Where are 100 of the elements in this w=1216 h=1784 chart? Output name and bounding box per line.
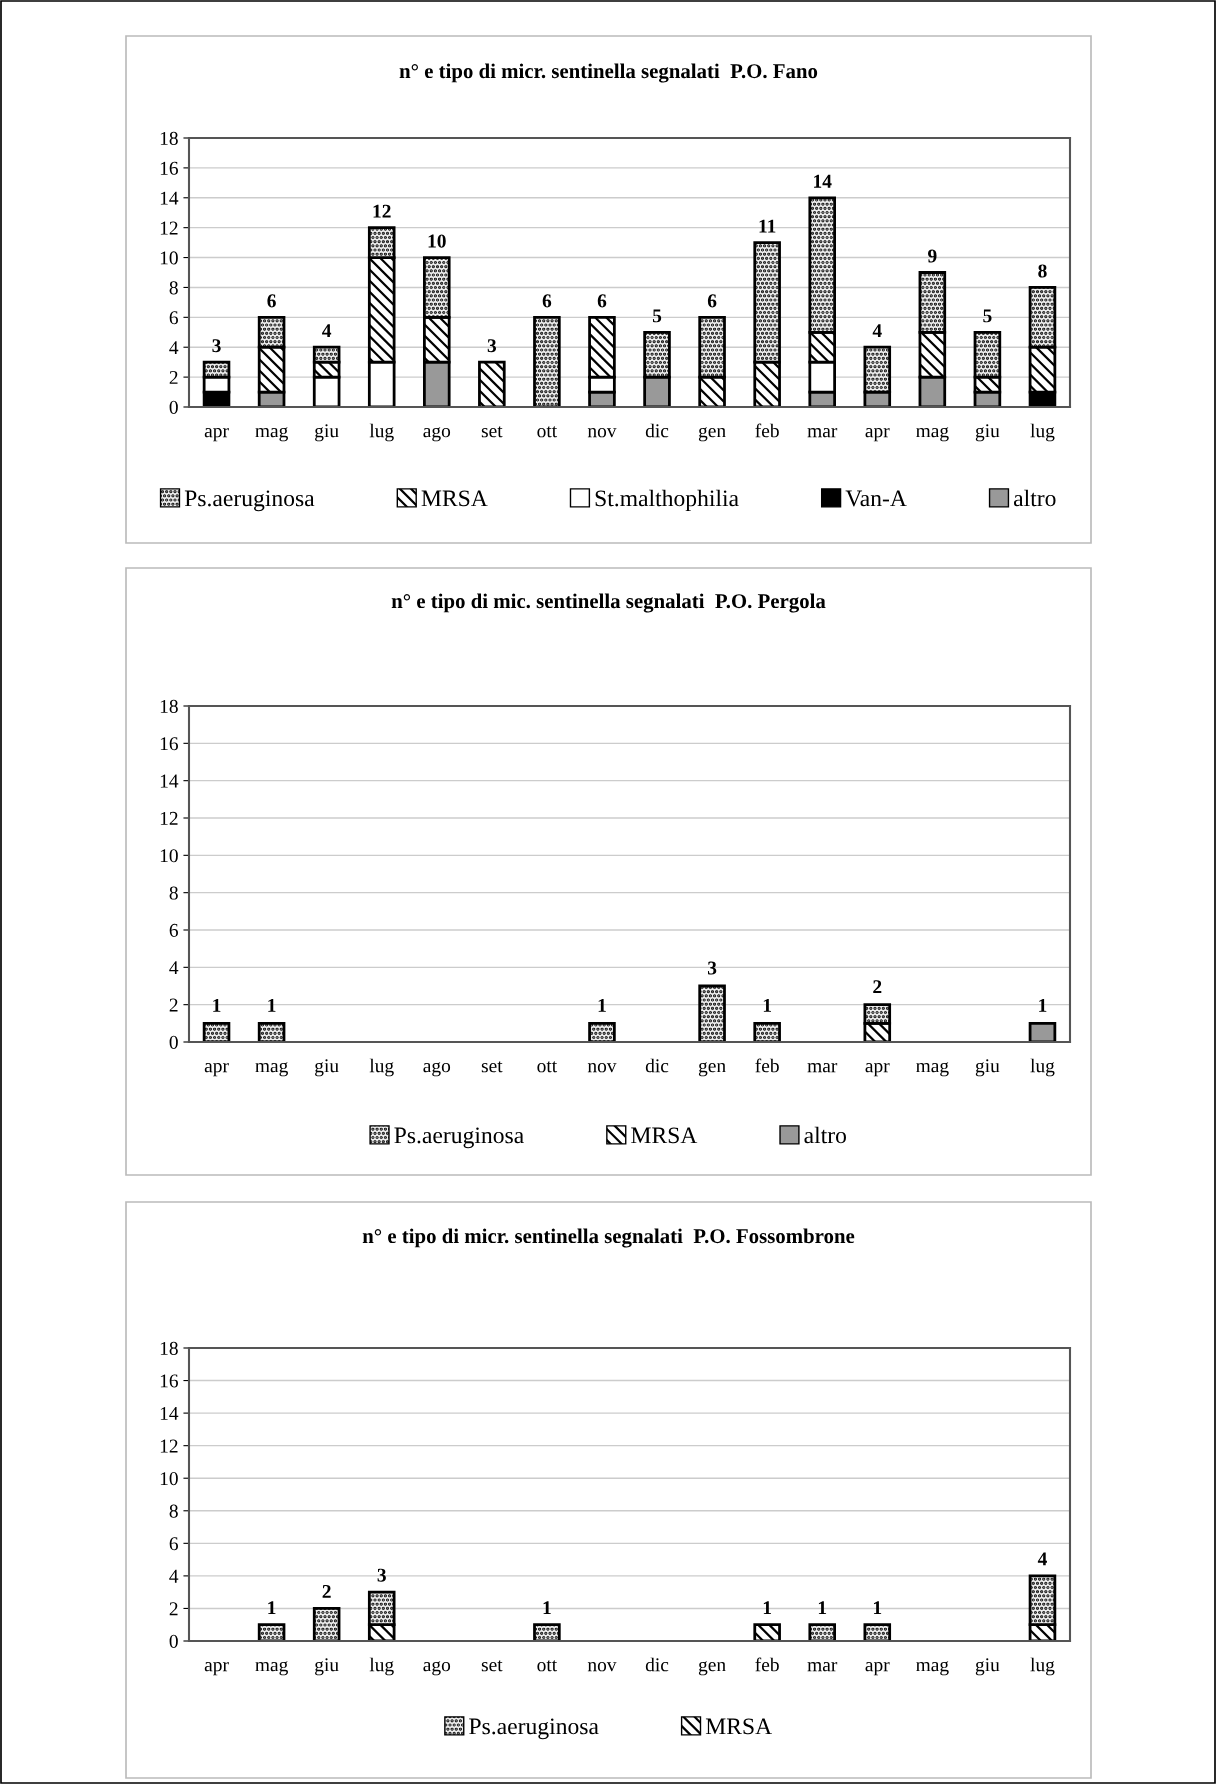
x-tick-label: ago (423, 427, 451, 442)
chart-title: n° e tipo di micr. sentinella segnalati P.O. Fossombrone (362, 1228, 855, 1248)
total-label: 6 (597, 294, 607, 308)
x-tick-label: gen (698, 1661, 726, 1676)
y-tick-label: 2 (169, 370, 178, 384)
total-label: 1 (543, 1601, 551, 1615)
y-tick-label: 4 (169, 341, 179, 354)
y-tick-label: 4 (169, 1569, 179, 1583)
x-tick-label: apr (865, 428, 890, 442)
total-label: 5 (983, 309, 992, 323)
x-tick-label: giu (975, 1658, 1000, 1676)
legend-label: MRSA (421, 490, 488, 507)
y-tick-label: 18 (160, 131, 178, 145)
total-label: 2 (873, 980, 882, 994)
y-tick-label: 14 (160, 191, 179, 205)
y-tick-label: 12 (160, 1439, 178, 1453)
x-tick-label: apr (204, 428, 229, 442)
x-tick-label: nov (587, 1063, 617, 1073)
y-tick-label: 10 (160, 1472, 178, 1486)
legend-label: altro (804, 1126, 846, 1144)
x-tick-label: apr (865, 1662, 890, 1676)
y-tick-label: 2 (169, 1602, 178, 1616)
total-label: 1 (268, 998, 276, 1012)
y-tick-label: 18 (160, 1341, 178, 1355)
y-tick-label: 0 (169, 400, 178, 414)
y-tick-label: 6 (169, 311, 178, 325)
x-tick-label: giu (975, 424, 1000, 442)
x-tick-label: feb (755, 1058, 779, 1073)
y-tick-label: 6 (169, 1537, 178, 1551)
legend-label: St.malthophilia (595, 489, 739, 512)
y-tick-label: 10 (160, 849, 178, 863)
x-tick-label: giu (315, 424, 339, 442)
total-label: 6 (542, 294, 552, 308)
total-label: 3 (212, 339, 221, 353)
y-tick-label: 4 (169, 961, 179, 975)
total-label: 4 (872, 324, 882, 338)
total-label: 1 (763, 1601, 772, 1615)
total-label: 8 (1038, 264, 1047, 278)
total-label: 1 (213, 998, 221, 1012)
x-tick-label: mag (255, 1062, 288, 1077)
x-tick-label: giu (315, 1059, 339, 1077)
y-tick-label: 0 (169, 1634, 178, 1648)
y-tick-label: 10 (160, 251, 178, 265)
x-tick-label: gen (698, 1062, 726, 1077)
total-label: 1 (818, 1601, 827, 1615)
y-tick-label: 0 (169, 1035, 178, 1049)
y-tick-label: 16 (160, 737, 178, 751)
y-tick-label: 6 (169, 923, 178, 937)
x-tick-label: apr (865, 1063, 890, 1077)
x-tick-label: set (481, 1660, 503, 1672)
legend-label: altro (1014, 489, 1056, 507)
x-tick-label: dic (645, 1058, 669, 1073)
x-tick-label: mar (807, 1662, 838, 1672)
total-label: 14 (814, 174, 832, 188)
legend-label: Van-A (845, 490, 907, 507)
x-tick-label: mag (255, 1661, 288, 1676)
total-label: 6 (267, 294, 276, 308)
y-tick-label: 16 (160, 1374, 178, 1388)
total-label: 6 (707, 294, 717, 308)
x-tick-label: set (481, 1061, 503, 1073)
y-tick-label: 18 (160, 699, 178, 713)
total-label: 10 (428, 234, 446, 248)
total-label: 9 (928, 249, 937, 263)
x-tick-label: dic (645, 1657, 669, 1672)
x-tick-label: mag (916, 1062, 949, 1077)
y-tick-label: 12 (160, 221, 178, 235)
x-tick-label: feb (755, 1657, 779, 1672)
x-tick-label: ott (537, 1660, 558, 1672)
x-tick-label: feb (755, 423, 779, 438)
x-tick-label: ago (423, 1062, 451, 1077)
x-tick-label: giu (315, 1658, 339, 1676)
y-tick-label: 14 (160, 1407, 179, 1420)
x-tick-label: lug (1030, 423, 1055, 442)
y-tick-label: 2 (169, 998, 178, 1012)
x-tick-label: set (481, 426, 503, 438)
x-tick-label: lug (369, 423, 394, 442)
y-tick-label: 16 (160, 161, 178, 175)
chart-title: n° e tipo di micr. sentinella segnalati P.O. Fano (399, 63, 818, 83)
total-label: 1 (598, 998, 606, 1012)
y-tick-label: 8 (169, 281, 178, 295)
x-tick-label: nov (587, 1662, 617, 1672)
x-tick-label: nov (587, 428, 617, 438)
legend-label: MRSA (631, 1127, 698, 1144)
legend-label: Ps.aeruginosa (469, 1718, 599, 1740)
legend-label: Ps.aeruginosa (394, 1127, 524, 1149)
x-tick-label: mag (916, 427, 949, 442)
total-label: 4 (1037, 1552, 1047, 1566)
legend-label: MRSA (705, 1718, 772, 1735)
y-tick-label: 12 (160, 811, 178, 825)
x-tick-label: lug (369, 1657, 394, 1676)
x-tick-label: lug (1030, 1058, 1055, 1077)
total-label: 3 (487, 339, 497, 353)
x-tick-label: ott (537, 1061, 558, 1073)
x-tick-label: mag (916, 1661, 949, 1676)
x-tick-label: giu (975, 1059, 1000, 1077)
x-tick-label: lug (369, 1058, 394, 1077)
total-label: 5 (652, 309, 662, 323)
y-tick-label: 8 (169, 1504, 178, 1518)
legend-label: Ps.aeruginosa (184, 490, 315, 512)
chart-title: n° e tipo di mic. sentinella segnalati P.O. Pergola (391, 593, 826, 613)
